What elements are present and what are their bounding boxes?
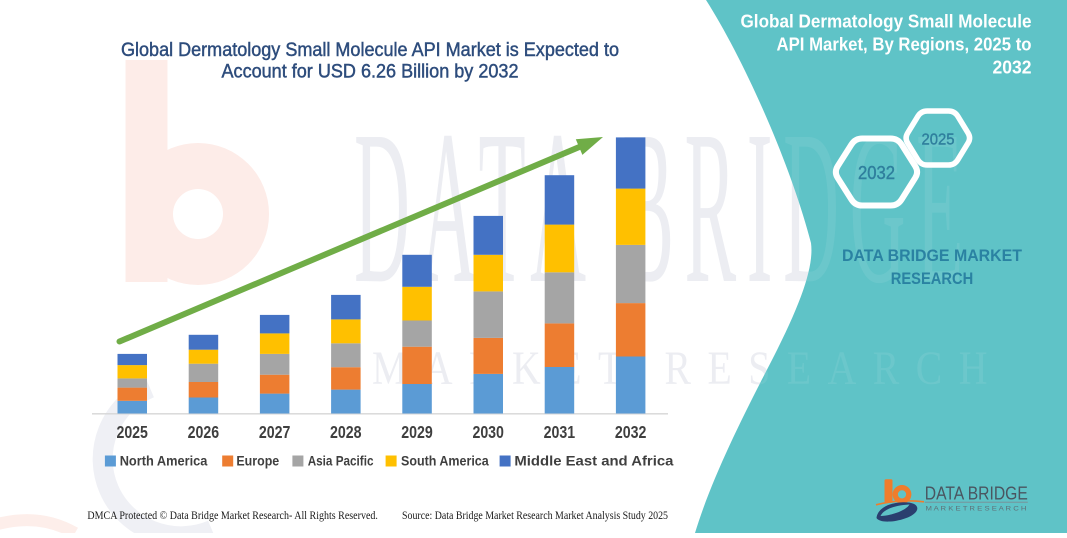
svg-text:2031: 2031 (544, 422, 576, 442)
svg-text:2032: 2032 (615, 422, 647, 442)
svg-text:Europe: Europe (236, 453, 279, 469)
svg-text:North America: North America (120, 453, 208, 469)
svg-text:Global Dermatology Small Molec: Global Dermatology Small Molecule (741, 10, 1032, 31)
svg-text:DATA BRIDGE: DATA BRIDGE (925, 484, 1028, 504)
svg-text:Account for USD 6.26 Billion b: Account for USD 6.26 Billion by 2032 (222, 61, 519, 82)
svg-text:2027: 2027 (259, 422, 291, 442)
svg-text:2032: 2032 (858, 163, 895, 183)
svg-text:2028: 2028 (330, 422, 362, 442)
svg-text:M A R K E T R E S E A R C H: M A R K E T R E S E A R C H (926, 506, 1027, 513)
svg-text:South America: South America (401, 453, 489, 469)
svg-text:2026: 2026 (188, 422, 220, 442)
svg-text:2029: 2029 (401, 422, 433, 442)
svg-text:Source: Data Bridge Market Res: Source: Data Bridge Market Research Mark… (402, 510, 668, 522)
svg-text:2030: 2030 (472, 422, 504, 442)
svg-text:2032: 2032 (993, 56, 1032, 77)
svg-text:DMCA Protected © Data Bridge M: DMCA Protected © Data Bridge Market Rese… (87, 510, 378, 522)
svg-text:RESEARCH: RESEARCH (891, 270, 974, 288)
svg-text:Middle East and Africa: Middle East and Africa (514, 453, 673, 469)
svg-text:Asia Pacific: Asia Pacific (308, 453, 374, 469)
svg-text:2025: 2025 (116, 422, 148, 442)
svg-text:API Market, By Regions, 2025 t: API Market, By Regions, 2025 to (777, 33, 1032, 54)
svg-text:DATA BRIDGE MARKET: DATA BRIDGE MARKET (842, 247, 1022, 265)
svg-text:2025: 2025 (922, 132, 955, 149)
svg-text:Global Dermatology Small Molec: Global Dermatology Small Molecule API Ma… (121, 40, 619, 61)
